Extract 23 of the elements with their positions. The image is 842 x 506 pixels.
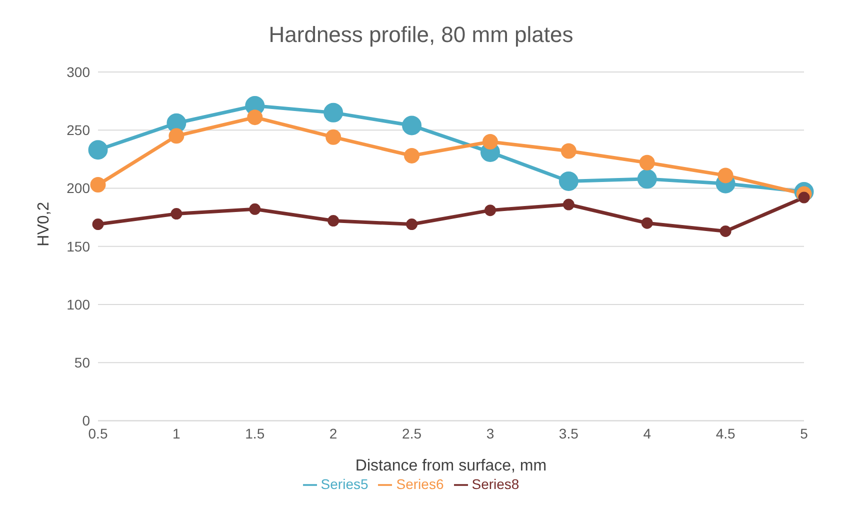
- y-axis-title: HV0,2: [36, 202, 53, 246]
- y-tick-label: 300: [66, 64, 90, 80]
- x-tick-label: 1: [172, 426, 181, 442]
- legend-label: Series6: [396, 476, 444, 492]
- y-tick-label: 250: [66, 122, 90, 138]
- y-tick-label: 150: [66, 238, 90, 254]
- x-tick-label: 4: [643, 426, 652, 442]
- legend-label: Series8: [472, 476, 520, 492]
- x-axis-title: Distance from surface, mm: [355, 458, 547, 475]
- legend-label: Series5: [320, 476, 368, 492]
- x-tick-label: 0.5: [88, 426, 108, 442]
- y-tick-label: 0: [82, 412, 90, 429]
- y-tick-label: 200: [66, 180, 90, 196]
- y-tick-label: 100: [66, 296, 90, 312]
- x-tick-label: 3: [486, 426, 494, 442]
- x-tick-label: 5: [800, 426, 808, 442]
- x-tick-label: 1.5: [245, 426, 265, 442]
- x-tick-label: 3.5: [558, 426, 579, 442]
- x-tick-label: 2.5: [402, 426, 422, 442]
- y-tick-label: 50: [74, 354, 90, 371]
- x-tick-label: 4.5: [716, 426, 736, 442]
- x-tick-label: 2: [329, 426, 338, 442]
- chart-title: Hardness profile, 80 mm plates: [268, 21, 574, 49]
